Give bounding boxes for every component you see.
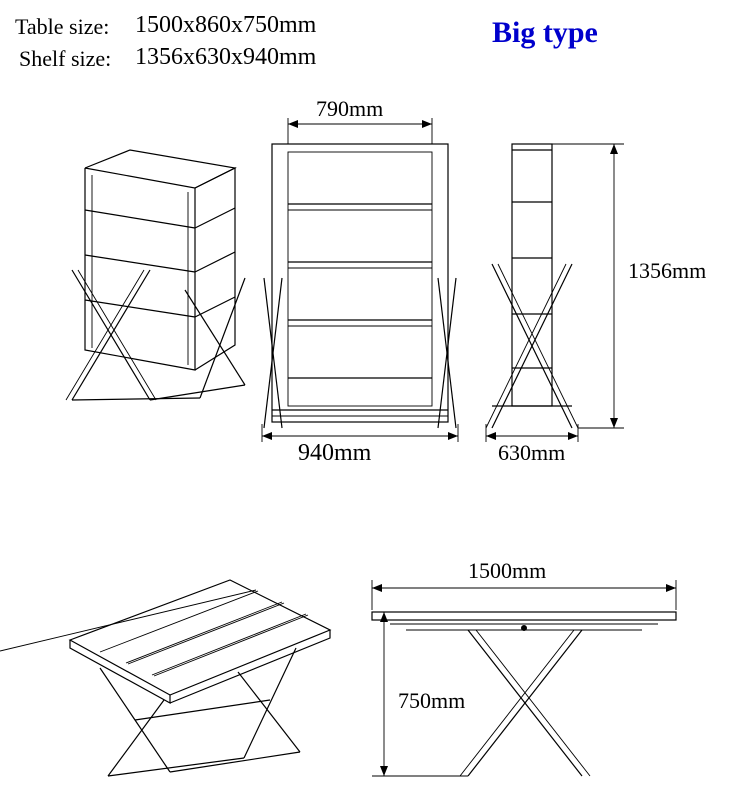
shelf-iso-view: [66, 150, 245, 400]
shelf-front-view: [262, 118, 458, 442]
table-iso-view: [0, 580, 330, 776]
shelf-side-view: [486, 144, 624, 442]
table-side-view: [372, 580, 676, 776]
drawing-canvas: [0, 0, 750, 808]
